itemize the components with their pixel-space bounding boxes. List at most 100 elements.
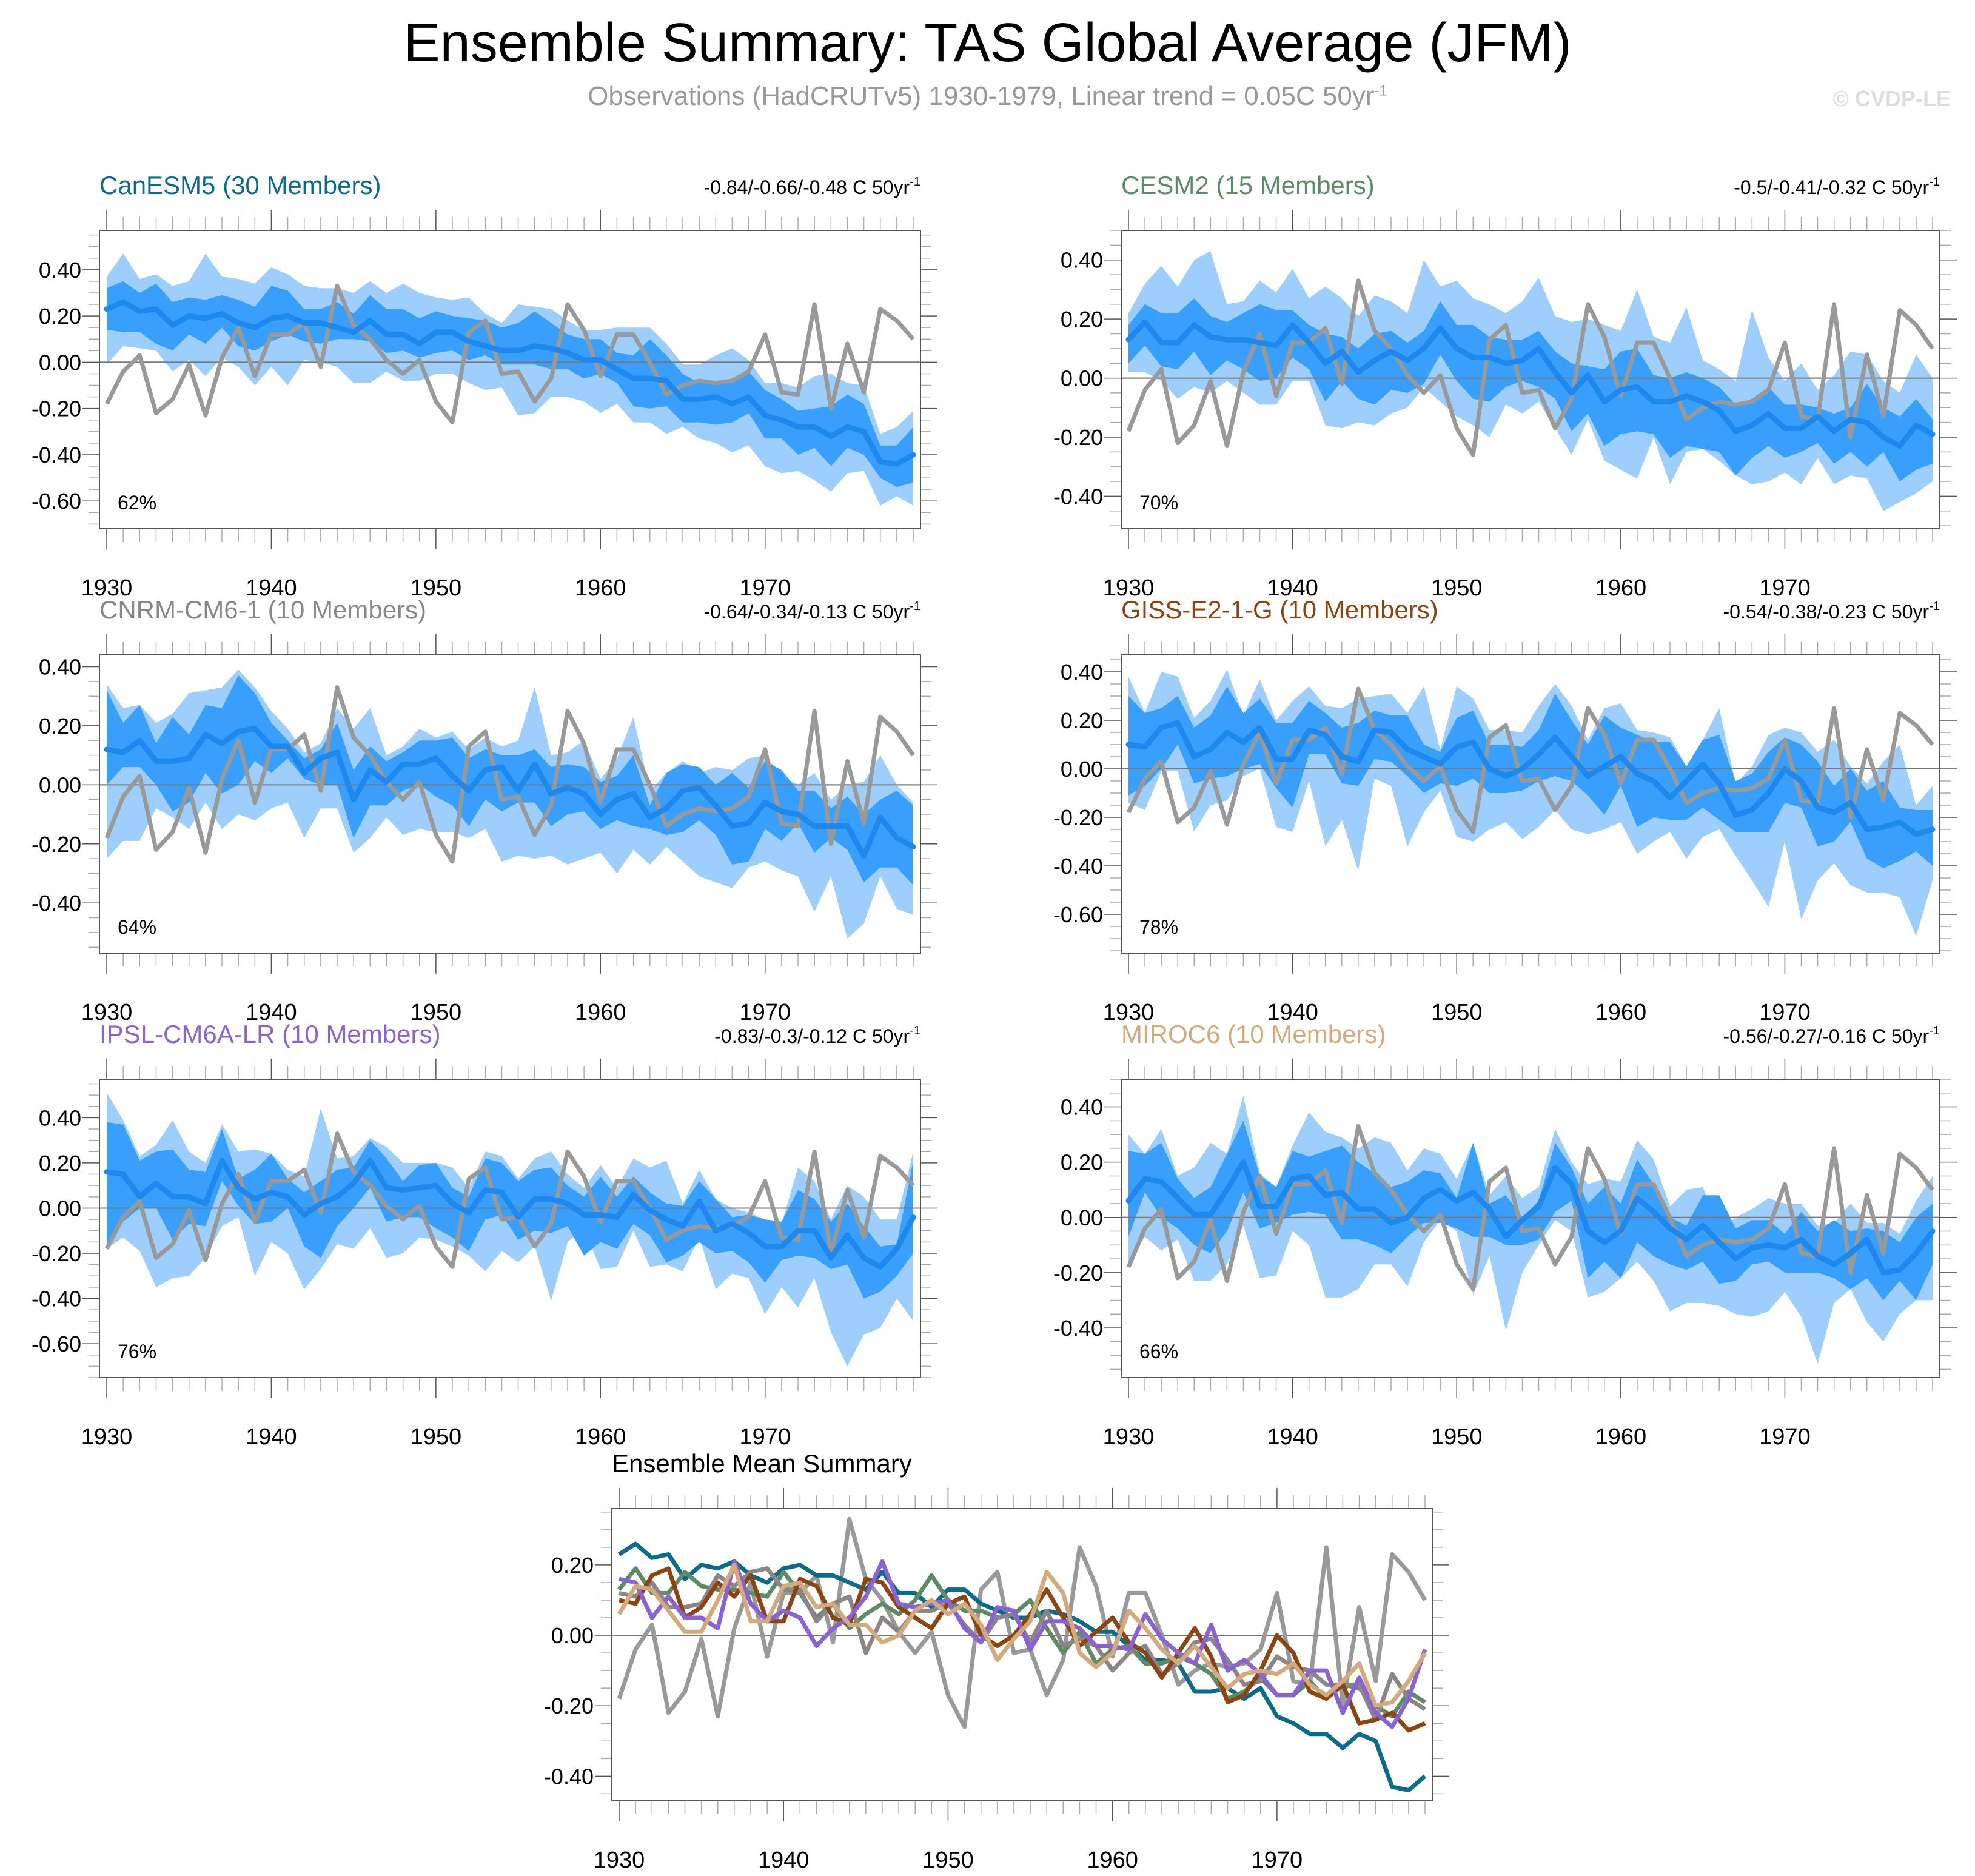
trend-range-label: -0.64/-0.34/-0.13 C 50yr-1 — [703, 600, 920, 623]
mean-line-canesm5 — [618, 1541, 1427, 1793]
percent-label: 70% — [1139, 492, 1178, 514]
x-tick-label: 1940 — [758, 1848, 810, 1873]
x-tick-label: 1930 — [81, 1424, 133, 1450]
trend-text: -0.56/-0.27/-0.16 C 50yr — [1723, 1025, 1929, 1047]
panel-cesm2: 1930 1940 1950 1960 1970 0.40 0.20 0.00 -0.20 -0.… — [1053, 171, 1957, 601]
plot-frame — [1121, 654, 1940, 954]
x-tick-label: 1950 — [411, 1424, 462, 1450]
panel-title: IPSL-CM6A-LR (10 Members) — [99, 1020, 440, 1048]
y-tick-label: 0.40 — [39, 258, 81, 283]
panel-title: CNRM-CM6-1 (10 Members) — [99, 595, 426, 624]
x-tick-label: 1960 — [575, 1424, 626, 1450]
x-tick-label: 1950 — [1431, 575, 1483, 601]
plot-frame — [611, 1508, 1433, 1801]
y-tick-label: -0.20 — [1053, 425, 1103, 450]
y-tick-label: 0.00 — [39, 772, 81, 797]
y-tick-label: 0.40 — [1061, 1095, 1103, 1120]
panel-canesm5: 1930 1940 1950 1960 1970 0.40 0.20 0.00 -0.20 -0.… — [32, 171, 937, 601]
x-tick-label: 1940 — [246, 1424, 297, 1450]
trend-text: -0.5/-0.41/-0.32 C 50yr — [1734, 176, 1929, 198]
y-tick-label: -0.20 — [32, 832, 81, 857]
x-tick-label: 1930 — [1103, 575, 1155, 601]
panel-ensemble-mean-summary: 1930 1940 1950 1960 1970 0.20 0.00 -0.20 -0.40 En… — [544, 1449, 1449, 1873]
spread-band-outer — [107, 253, 913, 506]
trend-range-label: -0.5/-0.41/-0.32 C 50yr-1 — [1734, 175, 1940, 198]
panel-giss-e2-1-g: 1930 1940 1950 1960 1970 0.40 0.20 0.00 -0.20 -0.… — [1053, 595, 1957, 1025]
x-tick-label: 1960 — [1595, 1424, 1647, 1450]
spread-band-inner — [1128, 686, 1933, 868]
y-tick-label: 0.40 — [1061, 660, 1103, 685]
x-tick-label: 1930 — [1103, 1424, 1155, 1450]
plot-frame — [1121, 1079, 1940, 1378]
y-tick-label: 0.00 — [1061, 1205, 1103, 1230]
trend-text: -0.84/-0.66/-0.48 C 50yr — [703, 176, 910, 198]
x-tick-label: 1940 — [246, 1000, 297, 1025]
x-tick-label: 1930 — [1103, 1000, 1155, 1025]
plot-frame — [99, 1079, 921, 1378]
y-tick-label: 0.40 — [39, 654, 81, 679]
trend-superscript: -1 — [1929, 600, 1940, 613]
x-tick-label: 1970 — [739, 1424, 791, 1450]
spread-band-inner — [107, 1122, 913, 1299]
y-tick-label: -0.40 — [32, 1287, 81, 1312]
x-tick-label: 1950 — [1431, 1000, 1483, 1025]
panel-title: CanESM5 (30 Members) — [99, 171, 381, 199]
y-tick-label: -0.40 — [1053, 854, 1103, 879]
spread-band-outer — [107, 1093, 913, 1367]
trend-range-label: -0.84/-0.66/-0.48 C 50yr-1 — [703, 175, 920, 198]
observations-line — [104, 1131, 915, 1269]
figure-title: Ensemble Summary: TAS Global Average (JF… — [403, 13, 1572, 73]
y-tick-label: -0.60 — [32, 1332, 81, 1356]
y-tick-label: -0.40 — [1053, 484, 1103, 509]
x-tick-label: 1930 — [81, 1000, 133, 1025]
y-tick-label: 0.00 — [39, 350, 81, 375]
panel-title: CESM2 (15 Members) — [1121, 171, 1375, 199]
x-tick-label: 1950 — [922, 1848, 974, 1873]
x-tick-label: 1970 — [739, 575, 791, 601]
plot-frame — [99, 230, 921, 529]
x-tick-label: 1940 — [246, 575, 297, 601]
y-tick-label: 0.00 — [1061, 757, 1103, 782]
percent-label: 66% — [1139, 1341, 1178, 1362]
trend-range-label: -0.83/-0.3/-0.12 C 50yr-1 — [714, 1024, 920, 1047]
panel-miroc6: 1930 1940 1950 1960 1970 0.40 0.20 0.00 -0.20 -0.… — [1053, 1020, 1957, 1450]
panel-cnrm-cm6-1: 1930 1940 1950 1960 1970 0.40 0.20 0.00 -0.20 -0.… — [32, 595, 937, 1025]
observations-line — [104, 284, 915, 425]
x-tick-label: 1940 — [1267, 1424, 1318, 1450]
y-tick-label: 0.20 — [551, 1553, 594, 1578]
x-tick-label: 1970 — [1759, 1000, 1811, 1025]
x-tick-label: 1960 — [575, 575, 626, 601]
trend-superscript: -1 — [1929, 1024, 1940, 1037]
x-tick-label: 1970 — [739, 1000, 791, 1025]
ensemble-mean-line — [104, 726, 916, 859]
trend-range-label: -0.54/-0.38/-0.23 C 50yr-1 — [1723, 600, 1940, 623]
y-tick-label: 0.00 — [551, 1623, 594, 1648]
figure-subtitle: Observations (HadCRUTv5) 1930-1979, Line… — [0, 81, 1975, 112]
plot-frame — [1121, 230, 1940, 529]
ensemble-mean-line — [1125, 1159, 1936, 1276]
trend-text: -0.83/-0.3/-0.12 C 50yr — [714, 1025, 910, 1047]
y-tick-label: -0.20 — [544, 1693, 594, 1718]
subtitle-text: Observations (HadCRUTv5) 1930-1979, Line… — [588, 81, 1375, 111]
x-tick-label: 1970 — [1252, 1848, 1303, 1873]
y-tick-label: -0.20 — [1053, 1261, 1103, 1285]
ensemble-mean-line — [104, 299, 916, 467]
y-tick-label: 0.20 — [39, 714, 81, 739]
percent-label: 64% — [118, 916, 156, 938]
x-tick-label: 1950 — [411, 575, 462, 601]
y-tick-label: -0.20 — [32, 1241, 81, 1266]
y-tick-label: 0.20 — [39, 304, 81, 329]
plot-frame — [99, 654, 921, 954]
trend-range-label: -0.56/-0.27/-0.16 C 50yr-1 — [1723, 1024, 1940, 1047]
percent-label: 78% — [1139, 916, 1178, 938]
y-tick-label: -0.40 — [1053, 1316, 1103, 1341]
x-tick-label: 1960 — [1087, 1848, 1138, 1873]
y-tick-label: 0.20 — [1061, 307, 1103, 332]
percent-label: 76% — [118, 1341, 156, 1362]
y-tick-label: 0.00 — [39, 1196, 81, 1221]
x-tick-label: 1930 — [81, 575, 133, 601]
y-tick-label: -0.40 — [32, 443, 81, 467]
trend-text: -0.54/-0.38/-0.23 C 50yr — [1723, 601, 1929, 623]
trend-text: -0.64/-0.34/-0.13 C 50yr — [703, 601, 910, 623]
trend-superscript: -1 — [910, 175, 920, 189]
